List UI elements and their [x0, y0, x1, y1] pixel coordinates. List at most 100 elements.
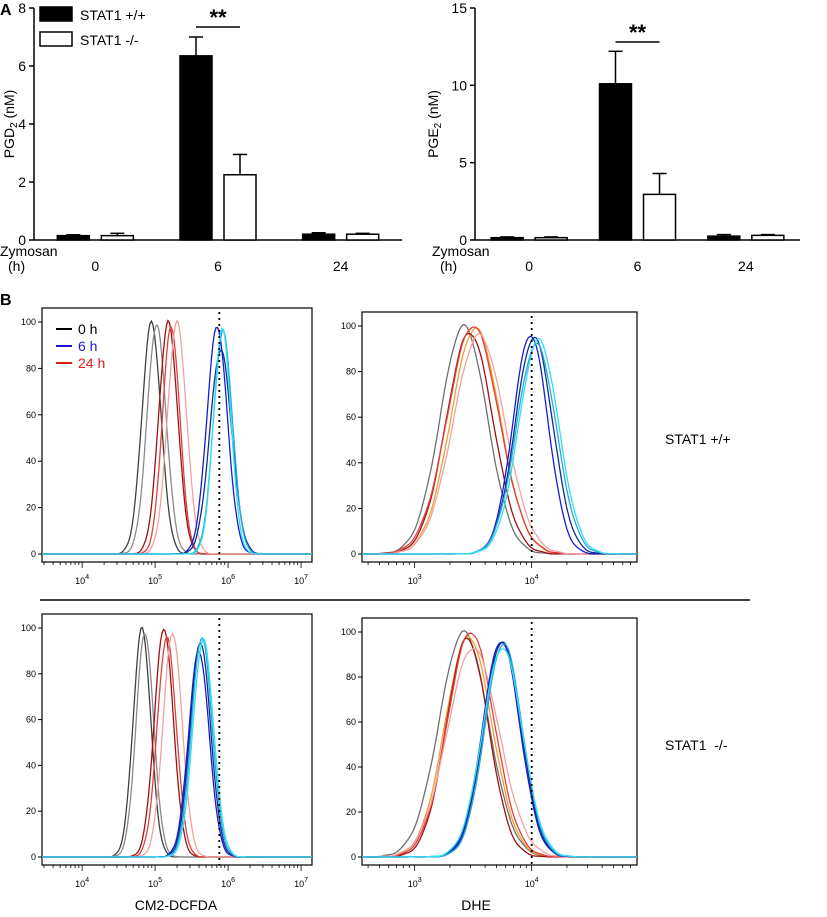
x-tick-label: 0: [91, 258, 99, 274]
x-axis-label: Zymosan: [0, 243, 58, 259]
row-label-ko: STAT1 -/-: [665, 737, 728, 753]
y-tick-label: 60: [346, 717, 356, 727]
histogram-curve: [42, 642, 312, 858]
x-tick-label: 6: [214, 258, 222, 274]
histogram-dcfda-wt: 0 20 40 60 80 100 104 105 106 107: [21, 307, 313, 586]
histogram-legend: 0 h6 h24 h: [56, 321, 105, 371]
x-tick-label: 103: [408, 574, 422, 586]
histogram-curve: [42, 638, 312, 858]
histogram-curve: [42, 650, 312, 858]
y-tick-label: 2: [18, 174, 26, 190]
plot-frame: [361, 311, 638, 563]
bar: [179, 55, 213, 241]
y-tick-label: 100: [341, 321, 356, 331]
y-tick-label: 6: [18, 58, 26, 74]
legend-label: 6 h: [78, 338, 97, 354]
y-tick-label: 4: [18, 116, 26, 132]
y-tick-label: 40: [26, 760, 36, 770]
bar: [56, 234, 91, 241]
y-axis-label: PGE2 (nM): [425, 90, 444, 158]
bar: [301, 233, 336, 241]
y-tick-label: 60: [26, 410, 36, 420]
xlabel-dhe: DHE: [461, 897, 491, 913]
y-tick-label: 100: [341, 627, 356, 637]
legend-label: STAT1 +/+: [80, 7, 146, 23]
histogram-curve: [42, 327, 312, 555]
histogram-curve: [361, 630, 637, 858]
legend-swatch: [39, 6, 73, 22]
histogram-curve: [42, 632, 312, 858]
y-tick-label: 10: [451, 77, 467, 93]
legend-swatch: [39, 31, 73, 47]
y-tick-label: 0: [31, 549, 36, 559]
histogram-curve: [362, 324, 637, 555]
y-tick-label: 0: [18, 232, 26, 248]
x-axis-unit: (h): [8, 258, 25, 274]
x-tick-label: 106: [221, 877, 235, 889]
y-tick-label: 80: [346, 367, 356, 377]
histogram-dhe-wt: 0 20 40 60 80 100 103 104: [341, 311, 638, 586]
histogram-curve: [362, 648, 637, 858]
y-tick-label: 60: [346, 412, 356, 422]
x-tick-label: 106: [221, 574, 235, 586]
y-tick-label: 40: [346, 762, 356, 772]
histogram-dcfda-ko: 0 20 40 60 80 100 104 105 106 107: [21, 613, 313, 889]
x-tick-label: 104: [525, 574, 539, 586]
y-tick-label: 0: [459, 232, 467, 248]
significance-mark: **: [209, 5, 227, 30]
histogram-curve: [42, 637, 312, 858]
histogram-curve: [362, 337, 637, 555]
x-axis-unit: (h): [440, 258, 457, 274]
y-tick-label: 0: [31, 852, 36, 862]
bar-chart-pge2: 0 5 10 15 PGE2 (nM) 0 6 24 ** Zymosan(h): [425, 0, 800, 274]
y-tick-label: 20: [346, 807, 356, 817]
x-tick-label: 104: [75, 574, 89, 586]
bar: [642, 193, 677, 241]
histogram-curve: [42, 635, 312, 858]
x-tick-label: 6: [634, 258, 642, 274]
bar: [345, 233, 380, 241]
bar: [751, 234, 785, 241]
x-tick-label: 104: [75, 877, 89, 889]
bar-legend: STAT1 +/+ STAT1 -/-: [39, 6, 146, 48]
y-tick-label: 100: [21, 623, 36, 633]
histogram-curve: [42, 633, 312, 858]
x-tick-label: 103: [408, 877, 422, 889]
y-tick-label: 20: [26, 503, 36, 513]
bar: [490, 236, 524, 241]
bar: [598, 83, 633, 241]
row-label-wt: STAT1 +/+: [665, 431, 731, 447]
histogram-curve: [362, 327, 637, 555]
x-tick-label: 105: [148, 574, 162, 586]
y-tick-label: 40: [26, 456, 36, 466]
x-tick-label: 24: [738, 258, 754, 274]
bar: [707, 235, 741, 241]
y-axis-label: PGD2 (nM): [1, 90, 20, 159]
xlabel-dcfda: CM2-DCFDA: [135, 897, 218, 913]
y-tick-label: 15: [451, 0, 467, 16]
y-tick-label: 20: [346, 503, 356, 513]
panel-label-b: B: [0, 292, 12, 309]
histogram-curve: [361, 326, 637, 555]
plot-frame: [361, 617, 638, 866]
y-tick-label: 80: [26, 363, 36, 373]
x-tick-label: 107: [294, 877, 308, 889]
bar: [534, 236, 568, 241]
y-tick-label: 20: [26, 806, 36, 816]
legend-label: 24 h: [78, 355, 105, 371]
x-axis-label: Zymosan: [432, 243, 490, 259]
x-tick-label: 107: [294, 574, 308, 586]
y-tick-label: 5: [459, 155, 467, 171]
y-tick-label: 0: [351, 852, 356, 862]
histogram-curve: [362, 632, 637, 858]
x-tick-label: 0: [525, 258, 533, 274]
y-tick-label: 80: [346, 672, 356, 682]
panel-label-a: A: [0, 2, 12, 19]
y-tick-label: 40: [346, 458, 356, 468]
y-tick-label: 80: [26, 669, 36, 679]
legend-label: STAT1 -/-: [80, 32, 139, 48]
x-tick-label: 24: [333, 258, 349, 274]
x-tick-label: 105: [148, 877, 162, 889]
